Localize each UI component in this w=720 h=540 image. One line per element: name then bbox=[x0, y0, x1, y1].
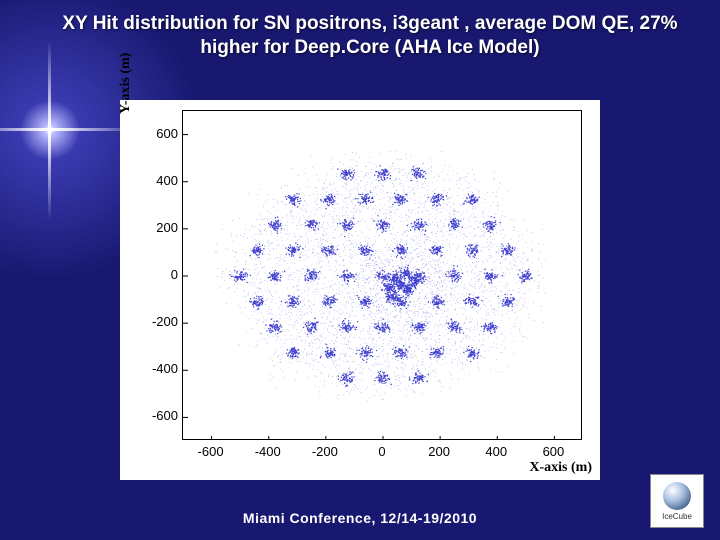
bg-star-horizontal bbox=[0, 128, 140, 131]
x-tick-label: 0 bbox=[362, 444, 402, 459]
y-tick-label: 400 bbox=[128, 173, 178, 188]
y-tick-label: -200 bbox=[128, 314, 178, 329]
scatter-chart: Y-axis (m) X-axis (m) -600-400-200020040… bbox=[120, 100, 600, 480]
y-tick-label: -400 bbox=[128, 361, 178, 376]
plot-box bbox=[182, 110, 582, 440]
x-tick-label: -400 bbox=[248, 444, 288, 459]
bg-star-vertical bbox=[48, 40, 51, 220]
slide-title: XY Hit distribution for SN positrons, i3… bbox=[60, 12, 680, 60]
y-axis-label: Y-axis (m) bbox=[118, 53, 134, 114]
x-tick-label: 200 bbox=[419, 444, 459, 459]
y-tick-label: 600 bbox=[128, 126, 178, 141]
y-tick-label: 0 bbox=[128, 267, 178, 282]
x-tick-label: -200 bbox=[305, 444, 345, 459]
x-tick-label: 400 bbox=[476, 444, 516, 459]
logo-globe-icon bbox=[663, 482, 691, 510]
slide-root: XY Hit distribution for SN positrons, i3… bbox=[0, 0, 720, 540]
logo-text: IceCube bbox=[662, 512, 692, 521]
slide-footer: Miami Conference, 12/14-19/2010 bbox=[0, 510, 720, 526]
icecube-logo: IceCube bbox=[650, 474, 704, 528]
y-tick-label: 200 bbox=[128, 220, 178, 235]
x-tick-label: 600 bbox=[533, 444, 573, 459]
y-tick-label: -600 bbox=[128, 408, 178, 423]
scatter-svg bbox=[183, 111, 581, 439]
x-axis-label: X-axis (m) bbox=[529, 460, 592, 476]
x-tick-label: -600 bbox=[191, 444, 231, 459]
